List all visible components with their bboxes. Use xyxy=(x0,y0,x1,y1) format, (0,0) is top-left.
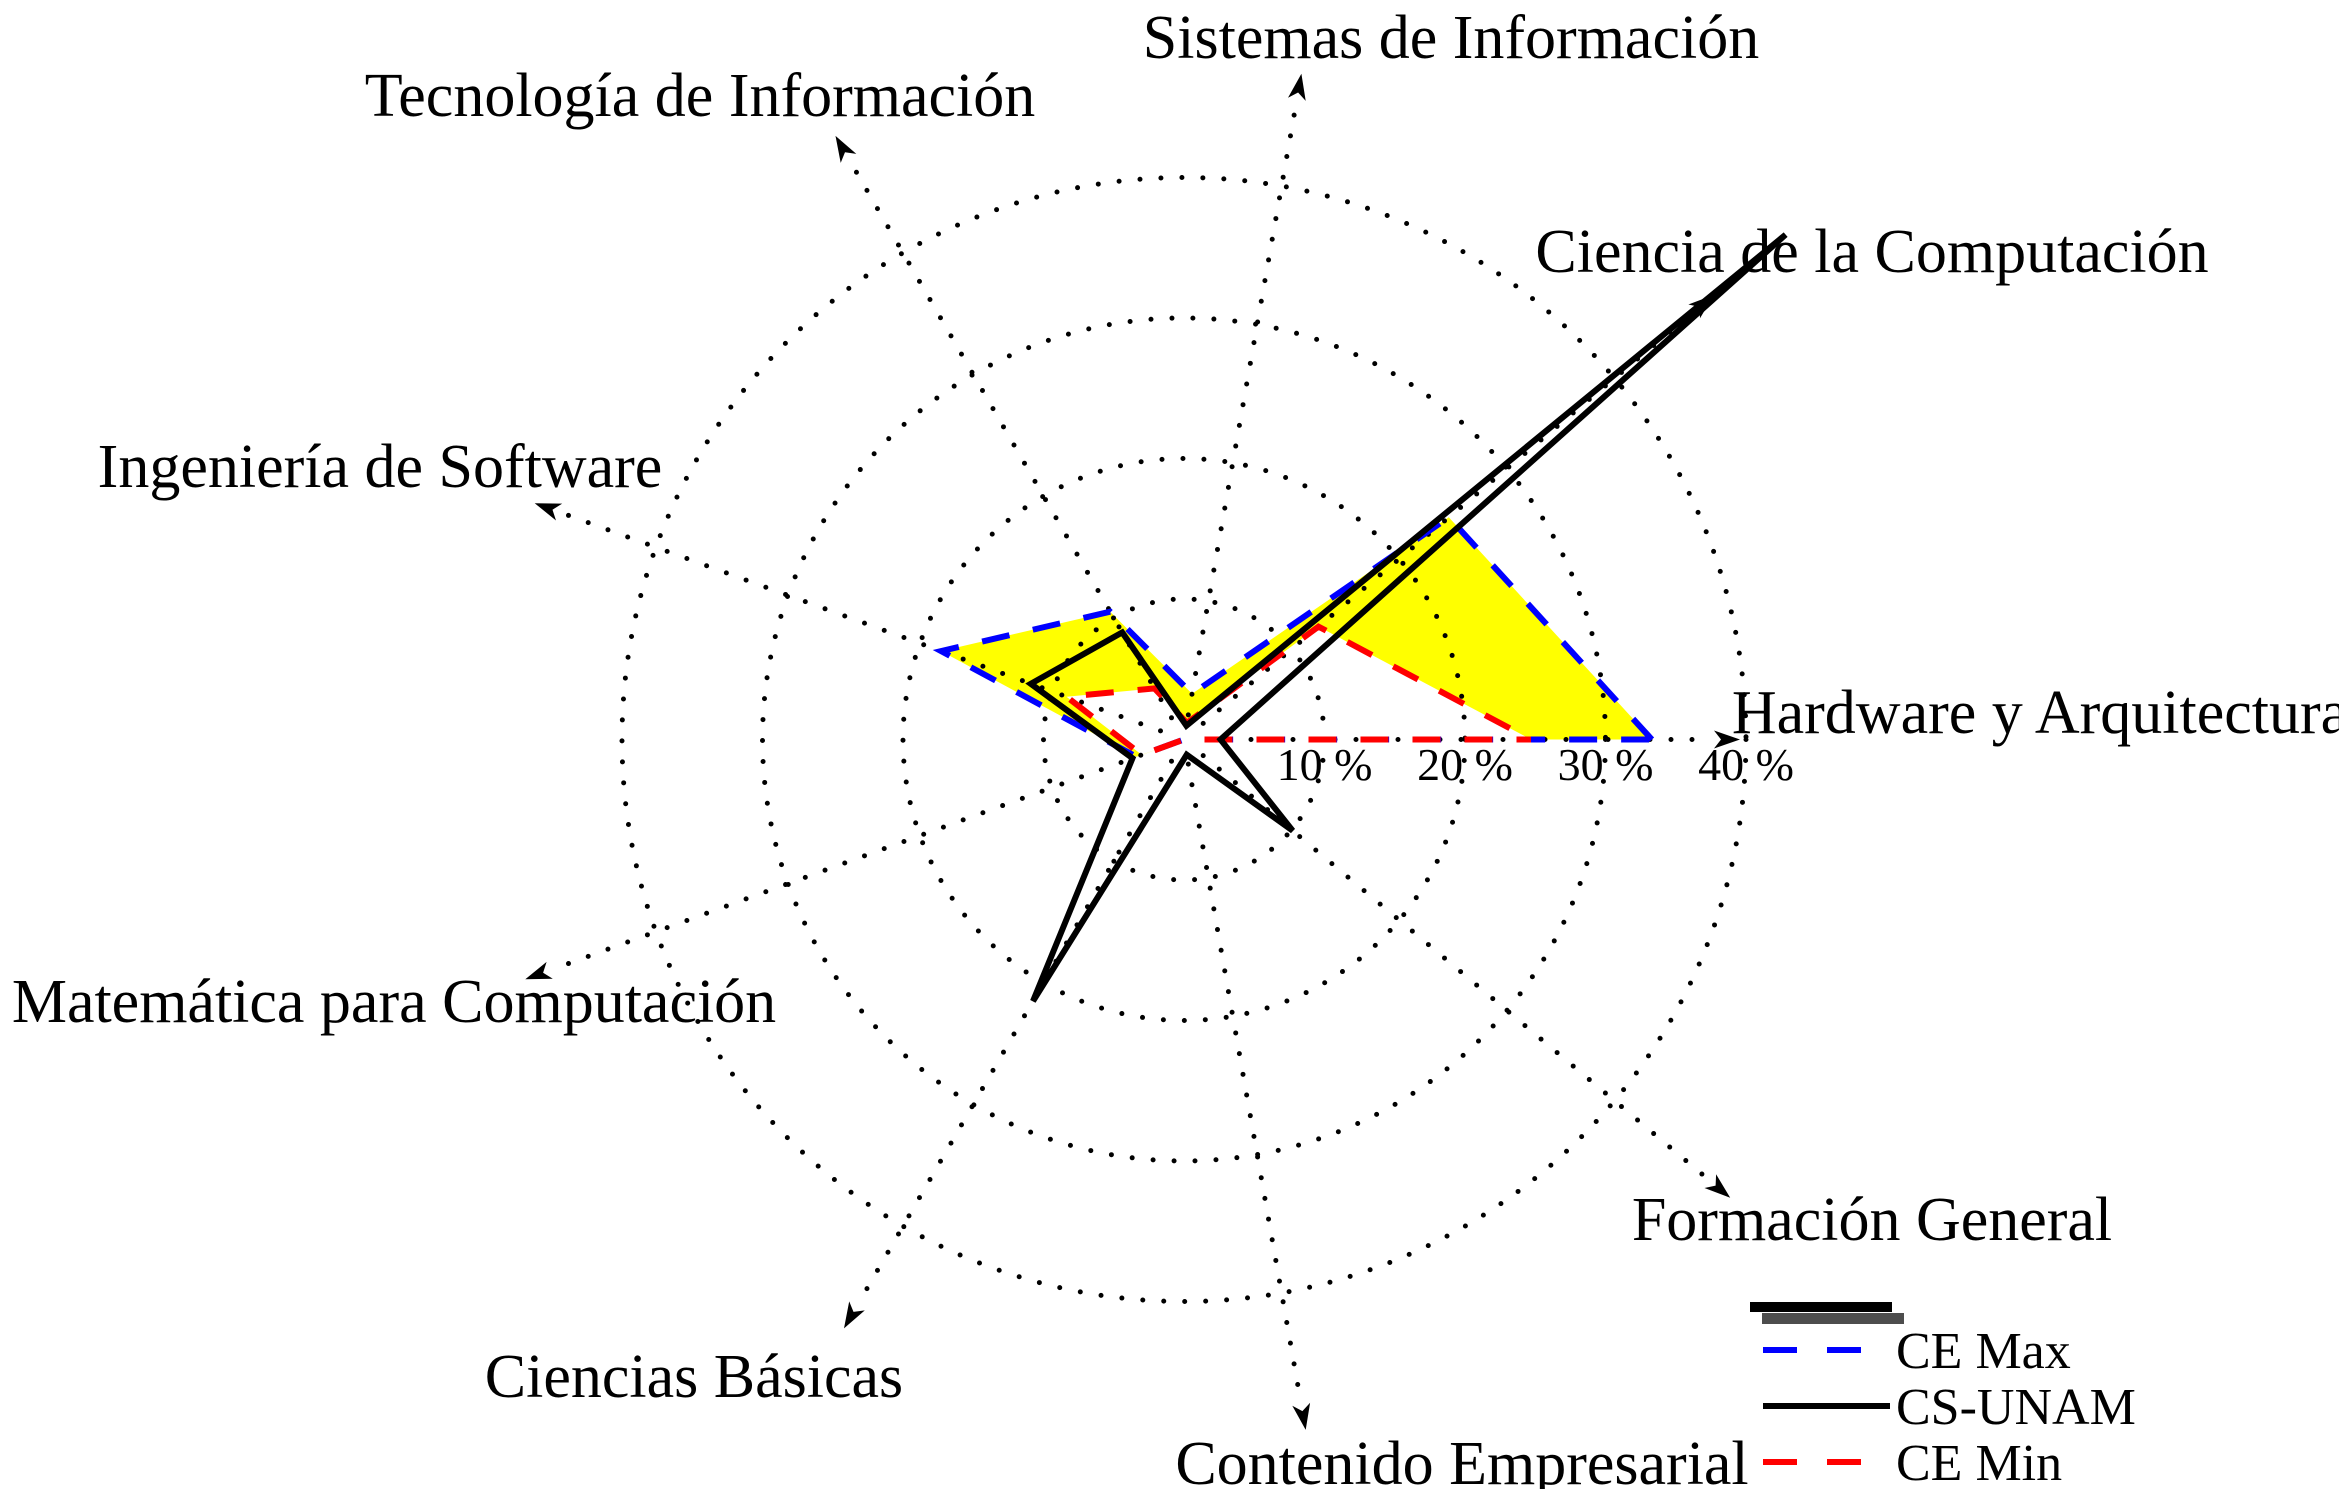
axis-arrow-formacion-general xyxy=(1704,1174,1731,1198)
axis-arrow-ciencias-basicas xyxy=(844,1301,865,1329)
tick-label-40: 40 % xyxy=(1698,739,1794,790)
axis-ray-matematica-para-computacion xyxy=(551,745,1163,972)
axis-label-matematica-para-computacion: Matemática para Computación xyxy=(12,968,776,1036)
tick-label-30: 30 % xyxy=(1558,739,1654,790)
tick-label-20: 20 % xyxy=(1417,739,1513,790)
axis-label-sistemas-de-informacion: Sistemas de Información xyxy=(1143,4,1759,72)
axis-label-contenido-empresarial: Contenido Empresarial xyxy=(1175,1430,1748,1489)
axis-label-formacion-general: Formación General xyxy=(1632,1186,2112,1254)
axis-ray-tecnologia-de-informacion xyxy=(848,159,1174,721)
axis-label-ingenieria-de-software: Ingeniería de Software xyxy=(98,433,663,501)
axis-arrow-tecnologia-de-informacion xyxy=(835,135,857,163)
axis-arrow-ingenieria-de-software xyxy=(534,503,563,521)
axis-ray-contenido-empresarial xyxy=(1185,761,1303,1403)
legend-label-cs-unam: CS-UNAM xyxy=(1896,1379,2136,1436)
series-cs-unam-line xyxy=(1025,232,1788,1003)
series-ce-min-line xyxy=(1058,623,1533,759)
series-layer xyxy=(932,232,1788,1003)
axis-ray-sistemas-de-informacion xyxy=(1185,100,1299,718)
axis-ray-ingenieria-de-software xyxy=(560,510,1163,734)
axis-label-hardware-y-arquitectura: Hardware y Arquitectura xyxy=(1732,679,2339,747)
grid-circle-40 xyxy=(619,175,1749,1304)
axis-arrow-sistemas-de-informacion xyxy=(1288,73,1306,101)
legend-label-ce-max: CE Max xyxy=(1896,1323,2071,1380)
legend-label-ce-min: CE Min xyxy=(1896,1435,2062,1489)
axis-label-layer: Hardware y Arquitectura Ciencia de la Com… xyxy=(12,4,2339,1489)
axis-arrow-matematica-para-computacion xyxy=(525,961,553,980)
tick-layer: 10 % 20 % 30 % 40 % xyxy=(1277,739,1794,790)
axis-label-ciencia-de-la-computacion: Ciencia de la Computación xyxy=(1535,218,2208,286)
axis-ray-ciencias-basicas xyxy=(856,758,1174,1305)
legend-bar-black xyxy=(1750,1302,1892,1312)
legend-bar-gray xyxy=(1762,1313,1904,1324)
axis-label-ciencias-basicas: Ciencias Básicas xyxy=(485,1343,903,1411)
grid-layer xyxy=(525,73,1749,1430)
axis-ray-formacion-general xyxy=(1200,753,1710,1181)
axis-arrow-hardware-y-arquitectura xyxy=(1714,730,1740,749)
axis-arrow-contenido-empresarial xyxy=(1292,1402,1311,1430)
axis-label-tecnologia-de-informacion: Tecnología de Información xyxy=(365,62,1036,130)
tick-label-10: 10 % xyxy=(1277,739,1373,790)
